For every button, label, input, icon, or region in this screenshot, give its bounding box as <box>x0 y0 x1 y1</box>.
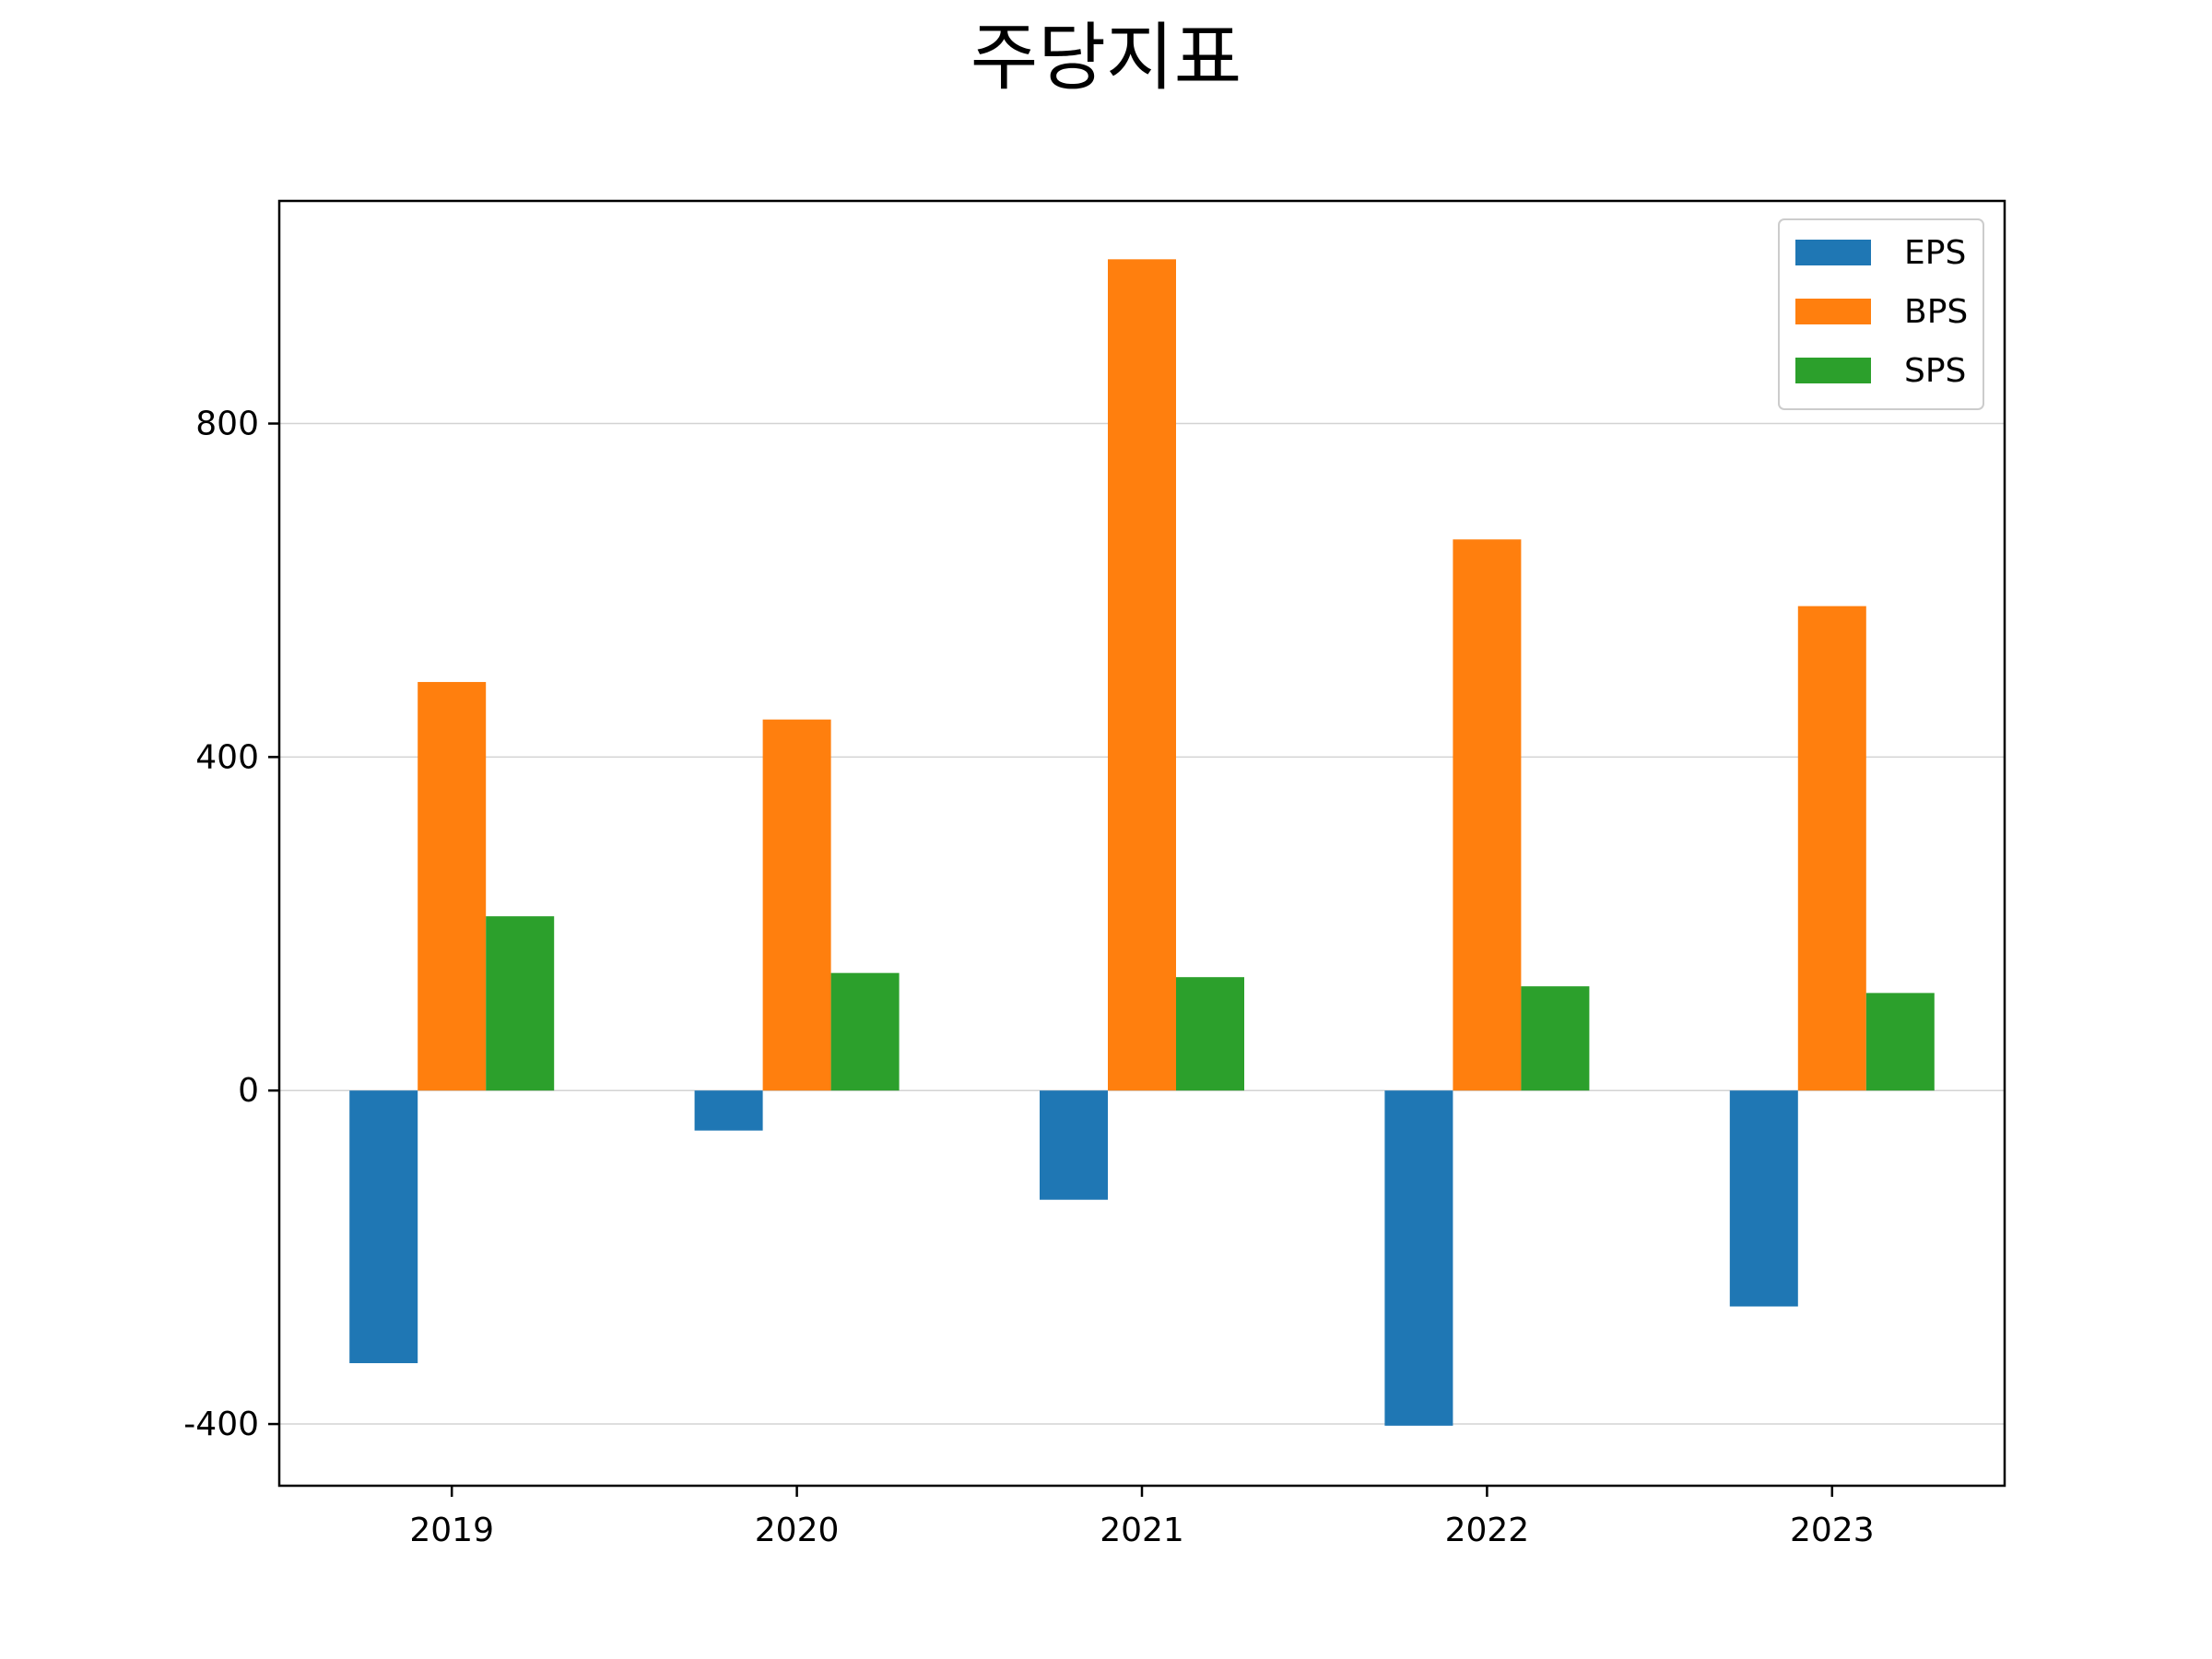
x-tick-label: 2021 <box>1100 1512 1184 1549</box>
bar-sps-2020 <box>830 972 900 1091</box>
bar-eps-2022 <box>1384 1090 1453 1426</box>
y-tick-label: 400 <box>195 738 259 776</box>
bar-eps-2021 <box>1040 1090 1108 1200</box>
y-tick-label: 800 <box>195 406 259 443</box>
bars <box>349 259 1935 1426</box>
x-tick-label: 2022 <box>1445 1512 1530 1549</box>
legend-swatch-eps <box>1795 240 1871 265</box>
legend-label-sps: SPS <box>1904 352 1966 390</box>
bar-bps-2021 <box>1108 259 1176 1091</box>
bar-sps-2022 <box>1521 986 1590 1091</box>
bar-sps-2021 <box>1176 977 1244 1091</box>
x-tick-label: 2020 <box>755 1512 840 1549</box>
legend-swatch-sps <box>1795 358 1871 383</box>
bar-sps-2023 <box>1865 993 1935 1091</box>
bar-eps-2019 <box>349 1090 418 1364</box>
bar-bps-2020 <box>762 719 831 1091</box>
y-tick-label: 0 <box>238 1072 259 1110</box>
x-tick-label: 2023 <box>1790 1512 1875 1549</box>
bar-bps-2019 <box>418 681 487 1091</box>
bar-sps-2019 <box>486 916 555 1091</box>
axes: -400 0 400 800 2019 2020 2021 2022 2023 <box>183 406 1874 1549</box>
legend-label-bps: BPS <box>1904 293 1968 331</box>
bar-bps-2023 <box>1797 606 1866 1091</box>
legend-label-eps: EPS <box>1904 234 1966 272</box>
x-tick-label: 2019 <box>409 1512 494 1549</box>
legend: EPS BPS SPS <box>1778 218 1984 410</box>
chart-title: 주당지표 <box>971 15 1241 100</box>
legend-swatch-bps <box>1795 299 1871 324</box>
bar-bps-2022 <box>1453 539 1522 1091</box>
bar-eps-2023 <box>1729 1090 1798 1307</box>
bar-eps-2020 <box>694 1090 763 1131</box>
y-tick-label: -400 <box>183 1406 259 1443</box>
